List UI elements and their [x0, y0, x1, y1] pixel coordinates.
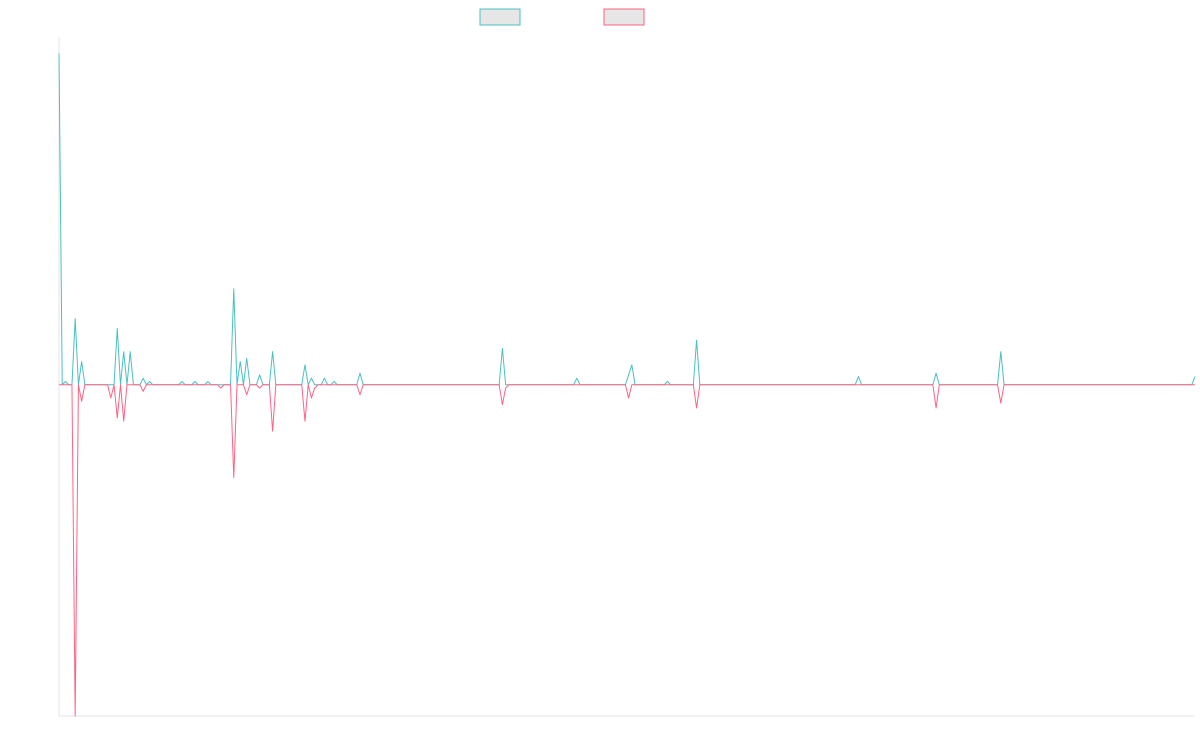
series-2-line	[59, 384, 1195, 717]
series-layer	[58, 53, 1196, 717]
series-1-line	[58, 53, 1196, 386]
legend-swatch-2	[603, 8, 645, 26]
legend	[479, 8, 645, 26]
axes	[58, 37, 1195, 717]
legend-swatch-1	[479, 8, 521, 26]
